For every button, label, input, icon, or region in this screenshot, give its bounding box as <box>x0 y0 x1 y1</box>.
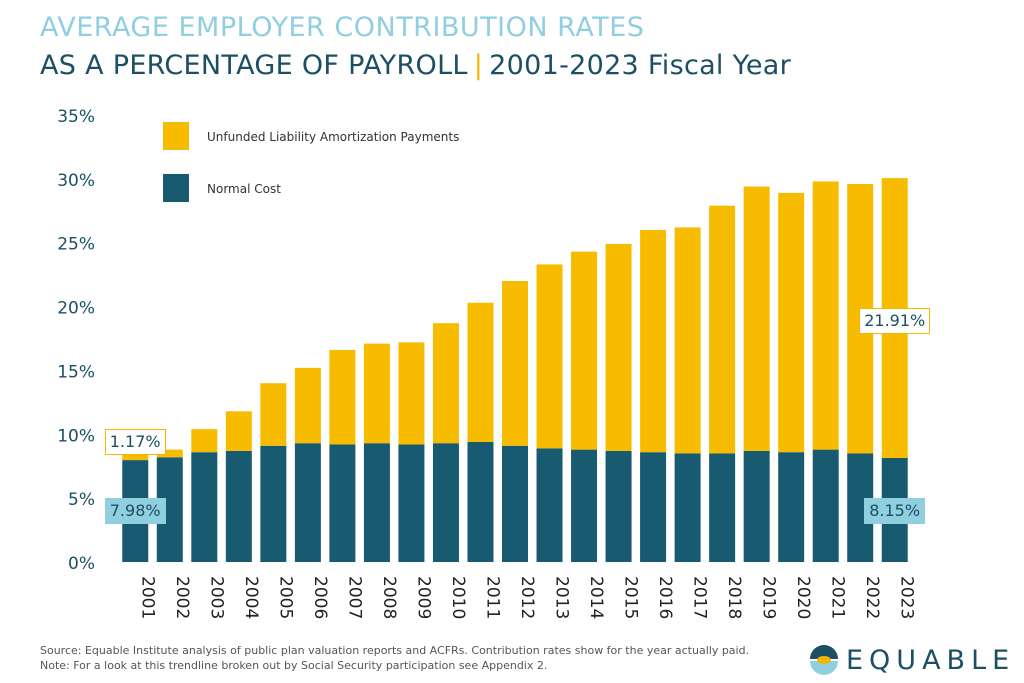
bar-unfunded-liability <box>294 367 321 444</box>
x-tick-label: 2006 <box>310 576 330 619</box>
y-tick-label: 10% <box>57 426 95 446</box>
bar-normal-cost <box>812 449 839 562</box>
x-axis: 2001 2002 2003 2004 2005 2006 2007 2008 2009 2010… <box>137 576 916 619</box>
bar-unfunded-liability <box>191 429 218 453</box>
bar-unfunded-liability <box>156 449 183 458</box>
bar-normal-cost <box>571 449 598 562</box>
footnote-note: Note: For a look at this trendline broke… <box>40 659 548 672</box>
subtitle-main: AS A PERCENTAGE OF PAYROLL <box>40 50 468 81</box>
bar-normal-cost <box>191 452 218 562</box>
bar-normal-cost <box>329 444 356 562</box>
chart-subtitle: AS A PERCENTAGE OF PAYROLL | 2001-2023 Fis… <box>40 50 791 81</box>
x-tick-label: 2013 <box>552 576 572 619</box>
y-tick-label: 0% <box>68 554 95 574</box>
x-tick-label: 2007 <box>344 576 364 619</box>
bar-unfunded-liability <box>432 323 459 444</box>
x-tick-label: 2015 <box>621 576 641 619</box>
bar-unfunded-liability <box>502 281 528 446</box>
y-tick-label: 15% <box>57 362 95 382</box>
brand-logo: EQUABLE <box>808 640 1015 680</box>
footnote: Source: Equable Institute analysis of pu… <box>40 643 749 673</box>
x-tick-label: 2017 <box>690 576 710 619</box>
bar-normal-cost <box>743 450 770 562</box>
bar-unfunded-liability <box>605 243 632 451</box>
bar-unfunded-liability <box>640 229 667 453</box>
x-tick-label: 2008 <box>379 576 399 619</box>
bar-normal-cost <box>709 453 736 562</box>
bar-normal-cost <box>225 450 252 562</box>
x-tick-label: 2012 <box>517 576 537 619</box>
callout-first-normal: 7.98% <box>104 497 166 524</box>
x-tick-label: 2020 <box>793 576 813 619</box>
bar-normal-cost <box>674 453 701 562</box>
x-tick-label: 2004 <box>241 576 261 619</box>
bar-unfunded-liability <box>329 349 356 445</box>
legend: Unfunded Liability Amortization Payments… <box>163 122 459 202</box>
bar-normal-cost <box>432 443 459 562</box>
bar-normal-cost <box>398 444 425 562</box>
subtitle-separator: | <box>473 50 484 81</box>
x-tick-label: 2005 <box>275 576 295 619</box>
y-tick-label: 20% <box>57 299 95 319</box>
bar-unfunded-liability <box>812 181 839 450</box>
x-tick-label: 2003 <box>206 576 226 619</box>
callout-last-normal: 8.15% <box>864 497 926 524</box>
x-tick-label: 2010 <box>448 576 468 619</box>
bar-normal-cost <box>363 443 390 562</box>
x-tick-label: 2009 <box>413 576 433 619</box>
y-tick-label: 30% <box>57 171 95 191</box>
legend-label: Unfunded Liability Amortization Payments <box>207 130 459 144</box>
legend-swatch <box>163 122 189 150</box>
legend-swatch <box>163 174 189 202</box>
y-tick-label: 5% <box>68 490 95 510</box>
x-tick-label: 2022 <box>862 576 882 619</box>
y-tick-label: 25% <box>57 235 95 255</box>
y-axis: 0% 5% 10% 15% 20% 25% 30% 35% <box>57 107 95 574</box>
bar-unfunded-liability <box>743 186 770 451</box>
x-tick-label: 2019 <box>759 576 779 619</box>
bar-normal-cost <box>502 445 528 562</box>
bar-normal-cost <box>778 452 805 562</box>
bar-unfunded-liability <box>467 302 494 442</box>
bar-unfunded-liability <box>674 227 701 454</box>
brand-name: EQUABLE <box>846 644 1016 676</box>
chart-title: AVERAGE EMPLOYER CONTRIBUTION RATES <box>40 12 645 43</box>
bar-normal-cost <box>467 441 494 562</box>
x-tick-label: 2014 <box>586 576 606 619</box>
x-tick-label: 2001 <box>137 576 157 619</box>
bar-unfunded-liability <box>398 342 425 445</box>
y-tick-label: 35% <box>57 107 95 127</box>
bar-unfunded-liability <box>571 251 598 450</box>
bar-unfunded-liability <box>225 411 252 451</box>
bars-group <box>122 178 908 562</box>
callout-last-unfunded: 21.91% <box>859 307 931 334</box>
x-tick-label: 2016 <box>655 576 675 619</box>
x-tick-label: 2002 <box>172 576 192 619</box>
x-tick-label: 2021 <box>828 576 848 619</box>
bar-unfunded-liability <box>536 264 563 449</box>
bar-unfunded-liability <box>778 192 805 453</box>
footnote-source: Source: Equable Institute analysis of pu… <box>40 644 750 657</box>
callout-first-unfunded: 1.17% <box>104 429 166 456</box>
bar-normal-cost <box>536 448 563 562</box>
bar-unfunded-liability <box>260 383 287 446</box>
x-tick-label: 2023 <box>897 576 917 619</box>
bar-unfunded-liability <box>363 343 390 444</box>
stacked-bar-chart: 0%5%10%15%20%25%30%35% 2001 2002 2003 2004 2… <box>57 107 917 619</box>
subtitle-years: 2001-2023 Fiscal Year <box>489 50 791 81</box>
legend-label: Normal Cost <box>207 182 281 196</box>
x-tick-label: 2018 <box>724 576 744 619</box>
x-tick-label: 2011 <box>482 576 502 619</box>
bar-normal-cost <box>260 445 287 562</box>
bar-normal-cost <box>640 452 667 562</box>
equable-logo-icon <box>810 645 838 675</box>
bar-unfunded-liability <box>709 205 736 454</box>
bar-normal-cost <box>294 443 321 562</box>
bar-normal-cost <box>605 450 632 562</box>
